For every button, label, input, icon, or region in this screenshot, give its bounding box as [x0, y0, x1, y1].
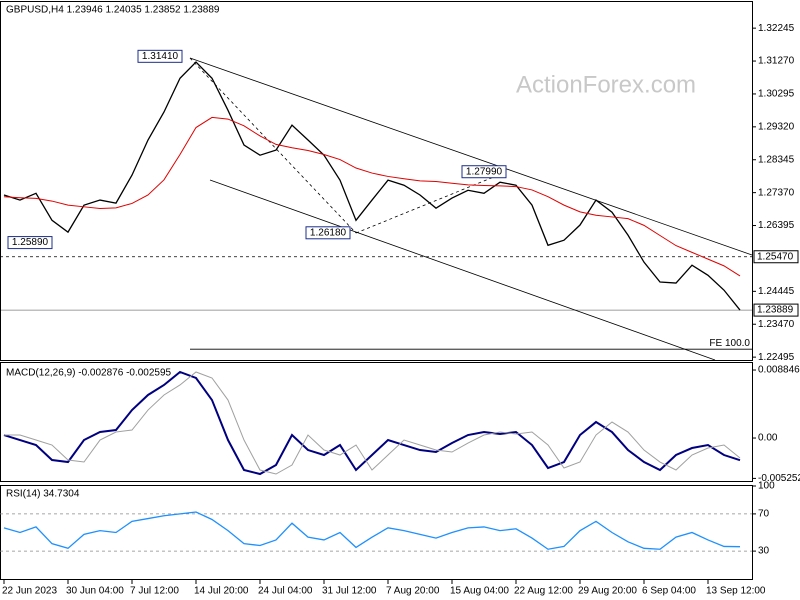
channel-top	[189, 57, 753, 256]
panel-title: MACD(12,26,9) -0.002876 -0.002595	[6, 368, 172, 379]
annotation-label: 1.31410	[142, 51, 179, 62]
y-tick-label: 1.22495	[758, 352, 795, 363]
y-tick-label: 1.24445	[758, 286, 795, 297]
y-tick-label: 1.31270	[758, 56, 795, 67]
panel-title: RSI(14) 34.7304	[6, 489, 80, 500]
series-line	[4, 371, 741, 475]
y-tick-label: 1.29320	[758, 121, 795, 132]
y-tick-label: 1.32245	[758, 23, 795, 34]
y-tick-label: -0.005252	[758, 473, 800, 484]
x-tick-label: 14 Jul 20:00	[194, 586, 249, 597]
panel-title: GBPUSD,H4 1.23946 1.24035 1.23852 1.2388…	[6, 5, 220, 16]
x-tick-label: 7 Aug 20:00	[386, 586, 440, 597]
level-label-box	[753, 250, 799, 264]
annotation-label: 1.27990	[466, 166, 503, 177]
retrace-line	[189, 57, 357, 234]
x-tick-label: 7 Jul 12:00	[130, 586, 179, 597]
retrace-line	[355, 171, 507, 234]
series-line	[3, 61, 741, 311]
x-tick-label: 31 Jul 12:00	[322, 586, 377, 597]
annotation-box	[305, 226, 351, 240]
y-tick-label: 1.26395	[758, 220, 795, 231]
y-tick-label: 30	[758, 546, 770, 557]
y-tick-label: 100	[758, 481, 775, 492]
level-label: FE 100.0	[709, 338, 750, 349]
x-tick-label: 24 Jul 04:00	[258, 586, 313, 597]
annotation-box	[7, 236, 53, 250]
macd-panel	[0, 362, 753, 482]
x-tick-label: 29 Aug 20:00	[578, 586, 637, 597]
y-tick-label: 1.28345	[758, 154, 795, 165]
y-tick-label: 0.008846	[758, 365, 800, 376]
channel-bottom	[209, 179, 716, 361]
annotation-box	[137, 49, 183, 63]
y-tick-label: 1.30295	[758, 89, 795, 100]
series-line	[3, 511, 741, 550]
y-tick-label: 1.27370	[758, 187, 795, 198]
x-tick-label: 15 Aug 04:00	[450, 586, 509, 597]
y-tick-label: 1.23470	[758, 319, 795, 330]
level-label: 1.23889	[757, 305, 794, 316]
annotation-label: 1.26180	[310, 227, 347, 238]
level-label: 1.25470	[757, 251, 794, 262]
watermark: ActionForex.com	[516, 71, 696, 98]
rsi-panel	[0, 485, 753, 580]
y-tick-label: 70	[758, 509, 770, 520]
x-tick-label: 22 Jun 2023	[2, 586, 57, 597]
annotation-box	[461, 165, 507, 179]
annotation-label: 1.25890	[12, 237, 49, 248]
y-tick-label: 0.00	[758, 433, 778, 444]
series-line	[3, 116, 741, 277]
x-tick-label: 22 Aug 12:00	[514, 586, 573, 597]
level-label-box	[753, 303, 799, 317]
price-panel	[0, 1, 753, 361]
x-tick-label: 6 Sep 04:00	[642, 586, 696, 597]
x-tick-label: 13 Sep 12:00	[706, 586, 766, 597]
series-line	[3, 370, 741, 476]
x-tick-label: 30 Jun 04:00	[66, 586, 124, 597]
